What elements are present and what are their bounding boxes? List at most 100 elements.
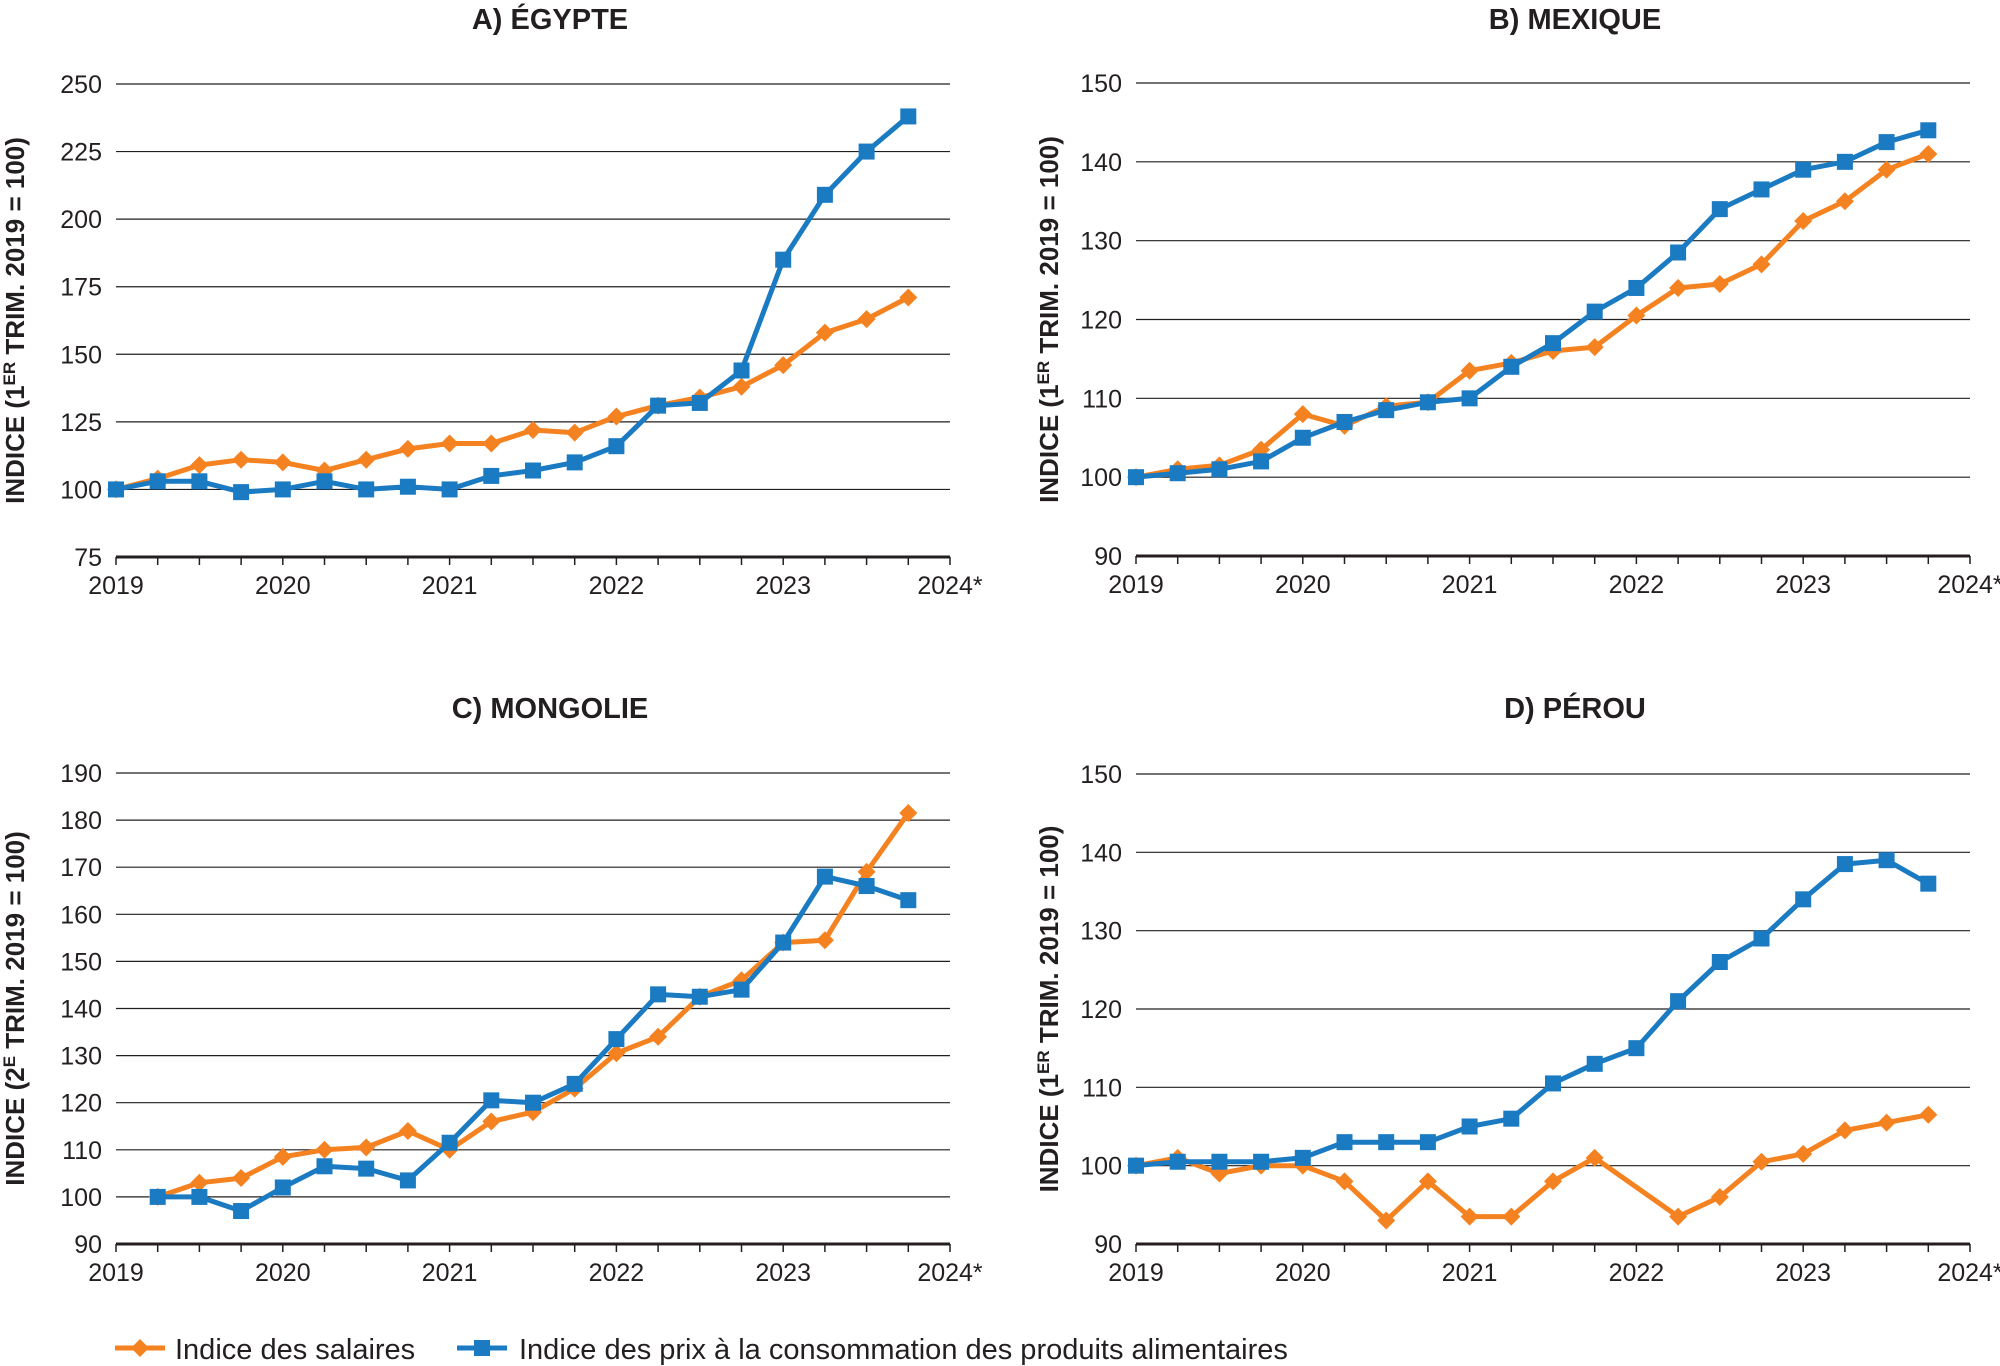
data-point <box>608 438 625 455</box>
data-point <box>316 1158 333 1175</box>
panel-title: B) MEXIQUE <box>1489 4 1661 36</box>
data-point <box>233 1203 250 1220</box>
data-point <box>357 1138 376 1157</box>
data-point <box>440 434 459 453</box>
data-point <box>482 434 501 453</box>
data-point <box>1336 1134 1353 1151</box>
data-point <box>1336 413 1353 430</box>
y-tick-label: 225 <box>60 139 102 167</box>
data-point <box>1669 278 1688 297</box>
y-tick-label: 120 <box>1080 307 1122 335</box>
series-food-cpi <box>108 108 917 501</box>
data-point <box>1585 338 1604 357</box>
x-tick-label: 2023 <box>755 1259 811 1287</box>
data-point <box>149 473 166 490</box>
data-point <box>732 377 751 396</box>
data-point <box>858 878 875 895</box>
x-tick-label: 2019 <box>1108 571 1164 599</box>
data-point <box>483 1092 500 1109</box>
legend: Indice des salaires Indice des prix à la… <box>115 1334 1288 1366</box>
data-point <box>1378 402 1395 419</box>
data-point <box>1294 1149 1311 1166</box>
x-tick-label: 2023 <box>755 572 811 600</box>
y-tick-label: 140 <box>1080 839 1122 867</box>
data-point <box>1293 405 1312 424</box>
y-tick-label: 150 <box>1080 70 1122 98</box>
data-point <box>857 310 876 329</box>
x-tick-label: 2024* <box>917 572 983 600</box>
y-tick-label: 90 <box>1094 543 1122 571</box>
data-point <box>1419 394 1436 411</box>
data-point <box>1711 201 1728 218</box>
data-point <box>1877 160 1896 179</box>
y-tick-label: 130 <box>60 1043 102 1071</box>
data-point <box>274 1179 291 1196</box>
data-point <box>233 484 250 501</box>
y-tick-label: 140 <box>60 996 102 1024</box>
y-tick-label: 150 <box>60 948 102 976</box>
y-tick-label: 175 <box>60 274 102 302</box>
data-point <box>1419 1134 1436 1151</box>
data-point <box>733 362 750 379</box>
y-tick-label: 150 <box>1080 761 1122 789</box>
x-tick-label: 2019 <box>1108 1259 1164 1287</box>
x-tick-label: 2024* <box>1937 571 2000 599</box>
data-point <box>608 1031 625 1048</box>
data-point <box>190 456 209 475</box>
x-tick-label: 2020 <box>1275 1259 1331 1287</box>
data-point <box>149 1188 166 1205</box>
data-point <box>774 356 793 375</box>
data-point <box>1920 122 1937 139</box>
data-point <box>1545 1075 1561 1092</box>
data-point <box>398 1121 417 1140</box>
data-point <box>650 397 667 414</box>
data-point <box>565 423 584 442</box>
data-point <box>900 108 917 125</box>
data-point <box>108 481 124 498</box>
data-point <box>1211 461 1228 478</box>
x-tick-label: 2022 <box>1609 571 1665 599</box>
data-point <box>857 862 876 881</box>
y-tick-label: 140 <box>1080 149 1122 177</box>
y-axis-label: INDICE (2E TRIM. 2019 = 100) <box>0 831 30 1186</box>
x-tick-label: 2021 <box>1442 571 1498 599</box>
x-tick-label: 2021 <box>1442 1259 1498 1287</box>
data-point <box>858 143 875 160</box>
y-tick-label: 130 <box>1080 918 1122 946</box>
data-point <box>1460 1207 1479 1226</box>
x-tick-label: 2022 <box>1609 1259 1665 1287</box>
data-point <box>1169 465 1186 482</box>
data-point <box>775 934 792 951</box>
data-point <box>1752 1152 1771 1171</box>
x-tick-label: 2022 <box>589 572 645 600</box>
data-point <box>815 931 834 950</box>
data-point <box>1627 306 1646 325</box>
data-point <box>1418 1172 1437 1191</box>
data-point <box>899 804 918 823</box>
y-tick-label: 250 <box>60 71 102 99</box>
data-point <box>441 1134 458 1151</box>
data-point <box>1585 1148 1604 1167</box>
data-point <box>274 481 291 498</box>
data-point <box>1253 1153 1270 1170</box>
x-tick-label: 2020 <box>255 1259 311 1287</box>
data-point <box>1836 153 1853 170</box>
y-tick-label: 125 <box>60 409 102 437</box>
y-tick-label: 120 <box>60 1090 102 1118</box>
data-point <box>1795 161 1812 178</box>
data-point <box>1503 1110 1520 1127</box>
y-axis-label: INDICE (1ER TRIM. 2019 = 100) <box>1034 826 1064 1193</box>
x-tick-label: 2023 <box>1775 1259 1831 1287</box>
data-point <box>1586 1055 1603 1072</box>
panel-title: C) MONGOLIE <box>452 693 649 725</box>
y-tick-label: 110 <box>1082 1074 1122 1102</box>
data-point <box>1710 1188 1729 1206</box>
data-point <box>816 186 833 203</box>
legend-wage-label: Indice des salaires <box>175 1334 415 1366</box>
data-point <box>1503 358 1520 375</box>
data-point <box>358 481 375 498</box>
panels: A) ÉGYPTE 75 100 125 150 175 200 225 250 2019 2020… <box>0 2 2000 1287</box>
data-point <box>1877 1113 1896 1132</box>
data-point <box>316 473 333 490</box>
